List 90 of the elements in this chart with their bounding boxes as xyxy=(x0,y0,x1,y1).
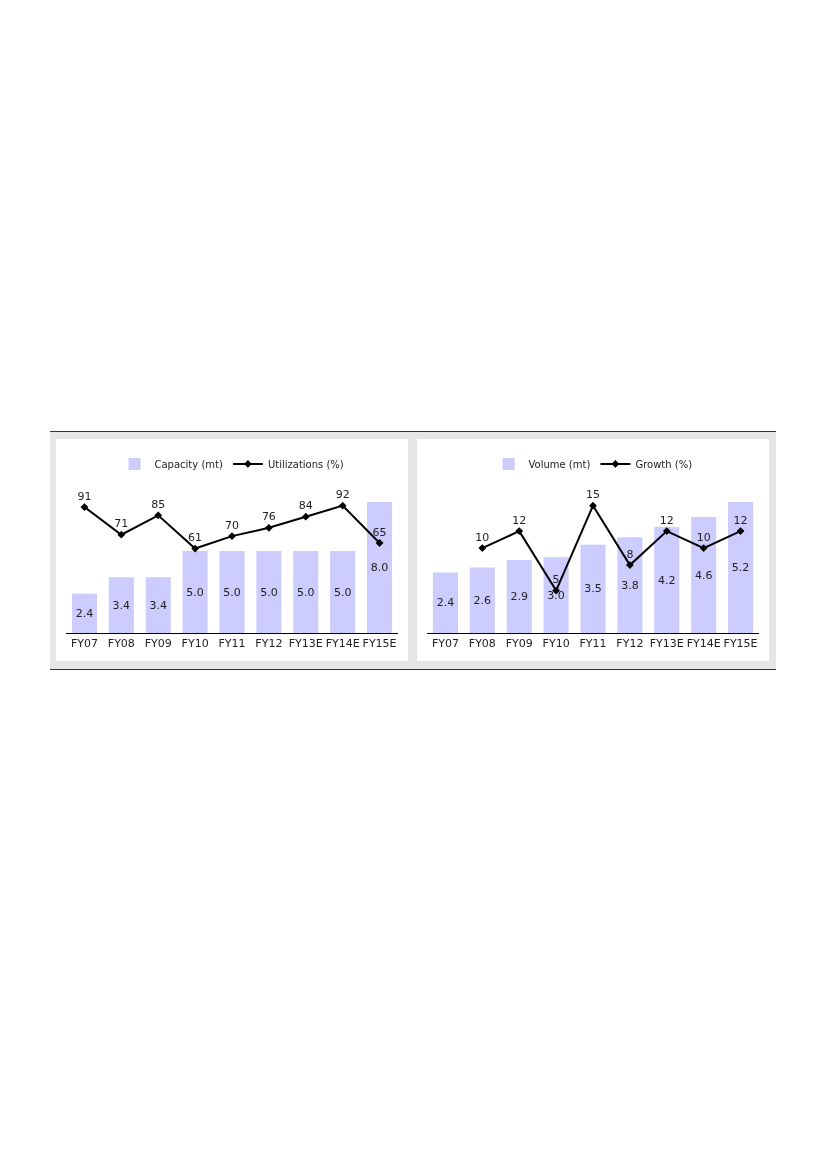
data-label: 92 xyxy=(335,488,350,502)
data-label: 3.4 xyxy=(149,598,167,612)
point xyxy=(117,530,126,539)
x-tick-label: FY14E xyxy=(686,637,721,651)
x-tick-label: FY13E xyxy=(288,637,323,651)
x-tick-label: FY12 xyxy=(255,637,283,651)
data-label: 70 xyxy=(225,518,239,532)
x-tick-label: FY10 xyxy=(542,637,570,651)
point xyxy=(80,503,89,511)
data-label: 5.0 xyxy=(260,585,278,599)
bar xyxy=(543,557,569,633)
data-label: 12 xyxy=(512,513,527,527)
point xyxy=(515,527,524,536)
point xyxy=(736,527,745,536)
bar xyxy=(654,527,680,633)
bar xyxy=(691,517,717,633)
x-tick-label: FY10 xyxy=(181,637,209,651)
legend-label: Growth (%) xyxy=(635,458,693,470)
data-label: 71 xyxy=(114,517,129,531)
bar xyxy=(108,577,134,633)
point xyxy=(154,511,163,520)
point xyxy=(375,539,384,547)
x-tick-label: FY07 xyxy=(70,637,98,651)
data-label: 4.6 xyxy=(694,568,713,582)
data-label: 4.2 xyxy=(658,573,676,587)
data-label: 12 xyxy=(733,513,748,527)
bar xyxy=(330,551,356,633)
bar xyxy=(469,567,495,633)
x-tick-label: FY09 xyxy=(505,637,533,651)
legend-label: Capacity (mt) xyxy=(154,458,223,470)
x-tick-label: FY15E xyxy=(362,637,397,651)
x-tick-label: FY11 xyxy=(218,637,246,651)
data-label: 15 xyxy=(586,488,600,502)
x-tick-label: FY11 xyxy=(579,637,607,651)
data-label: 91 xyxy=(77,489,92,503)
x-tick-label: FY14E xyxy=(325,637,360,651)
bar xyxy=(145,577,171,633)
data-label: 84 xyxy=(298,499,313,513)
data-label: 3.5 xyxy=(584,582,602,596)
data-label: 5.2 xyxy=(731,560,750,574)
bar xyxy=(506,559,532,633)
bar xyxy=(219,551,245,633)
x-tick-label: FY09 xyxy=(144,637,172,651)
data-label: 2.4 xyxy=(75,606,94,620)
data-label: 65 xyxy=(372,525,387,539)
bar xyxy=(182,551,208,633)
data-label: 2.9 xyxy=(510,589,528,603)
x-tick-label: FY15E xyxy=(723,637,758,651)
bar xyxy=(617,537,643,633)
point xyxy=(589,501,597,510)
data-label: 76 xyxy=(261,510,276,524)
point xyxy=(662,527,671,536)
data-label: 5.0 xyxy=(333,585,352,599)
data-label: 3.4 xyxy=(112,598,131,612)
data-label: 2.4 xyxy=(436,596,455,610)
data-label: 10 xyxy=(475,530,490,544)
data-label: 2.6 xyxy=(473,593,492,607)
bar xyxy=(728,501,754,633)
point xyxy=(264,523,273,532)
data-label: 12 xyxy=(659,513,674,527)
data-label: 3.0 xyxy=(547,588,565,602)
x-tick-label: FY08 xyxy=(468,637,496,651)
bar xyxy=(256,551,282,633)
bar xyxy=(367,501,393,633)
data-label: 61 xyxy=(188,531,203,545)
bar xyxy=(580,544,606,633)
x-tick-label: FY08 xyxy=(107,637,135,651)
x-tick-label: FY13E xyxy=(649,637,684,651)
data-label: 5.0 xyxy=(297,585,315,599)
x-tick-label: FY12 xyxy=(616,637,644,651)
data-label: 5.0 xyxy=(186,585,204,599)
bar xyxy=(432,572,458,633)
point xyxy=(699,544,708,552)
data-label: 5.0 xyxy=(223,585,241,599)
point xyxy=(478,544,487,552)
bar xyxy=(293,551,319,633)
point xyxy=(301,512,310,521)
point xyxy=(338,501,347,510)
data-label: 85 xyxy=(151,497,166,511)
bar xyxy=(71,593,97,633)
data-label: 8 xyxy=(626,547,634,561)
point xyxy=(625,561,634,569)
data-label: 5 xyxy=(552,573,560,587)
data-label: 8.0 xyxy=(370,560,389,574)
point xyxy=(191,544,200,553)
data-label: 10 xyxy=(696,530,711,544)
legend-label: Volume (mt) xyxy=(528,458,591,470)
data-label: 3.8 xyxy=(621,578,639,592)
legend-label: Utilizations (%) xyxy=(267,458,344,470)
x-tick-label: FY07 xyxy=(431,637,459,651)
